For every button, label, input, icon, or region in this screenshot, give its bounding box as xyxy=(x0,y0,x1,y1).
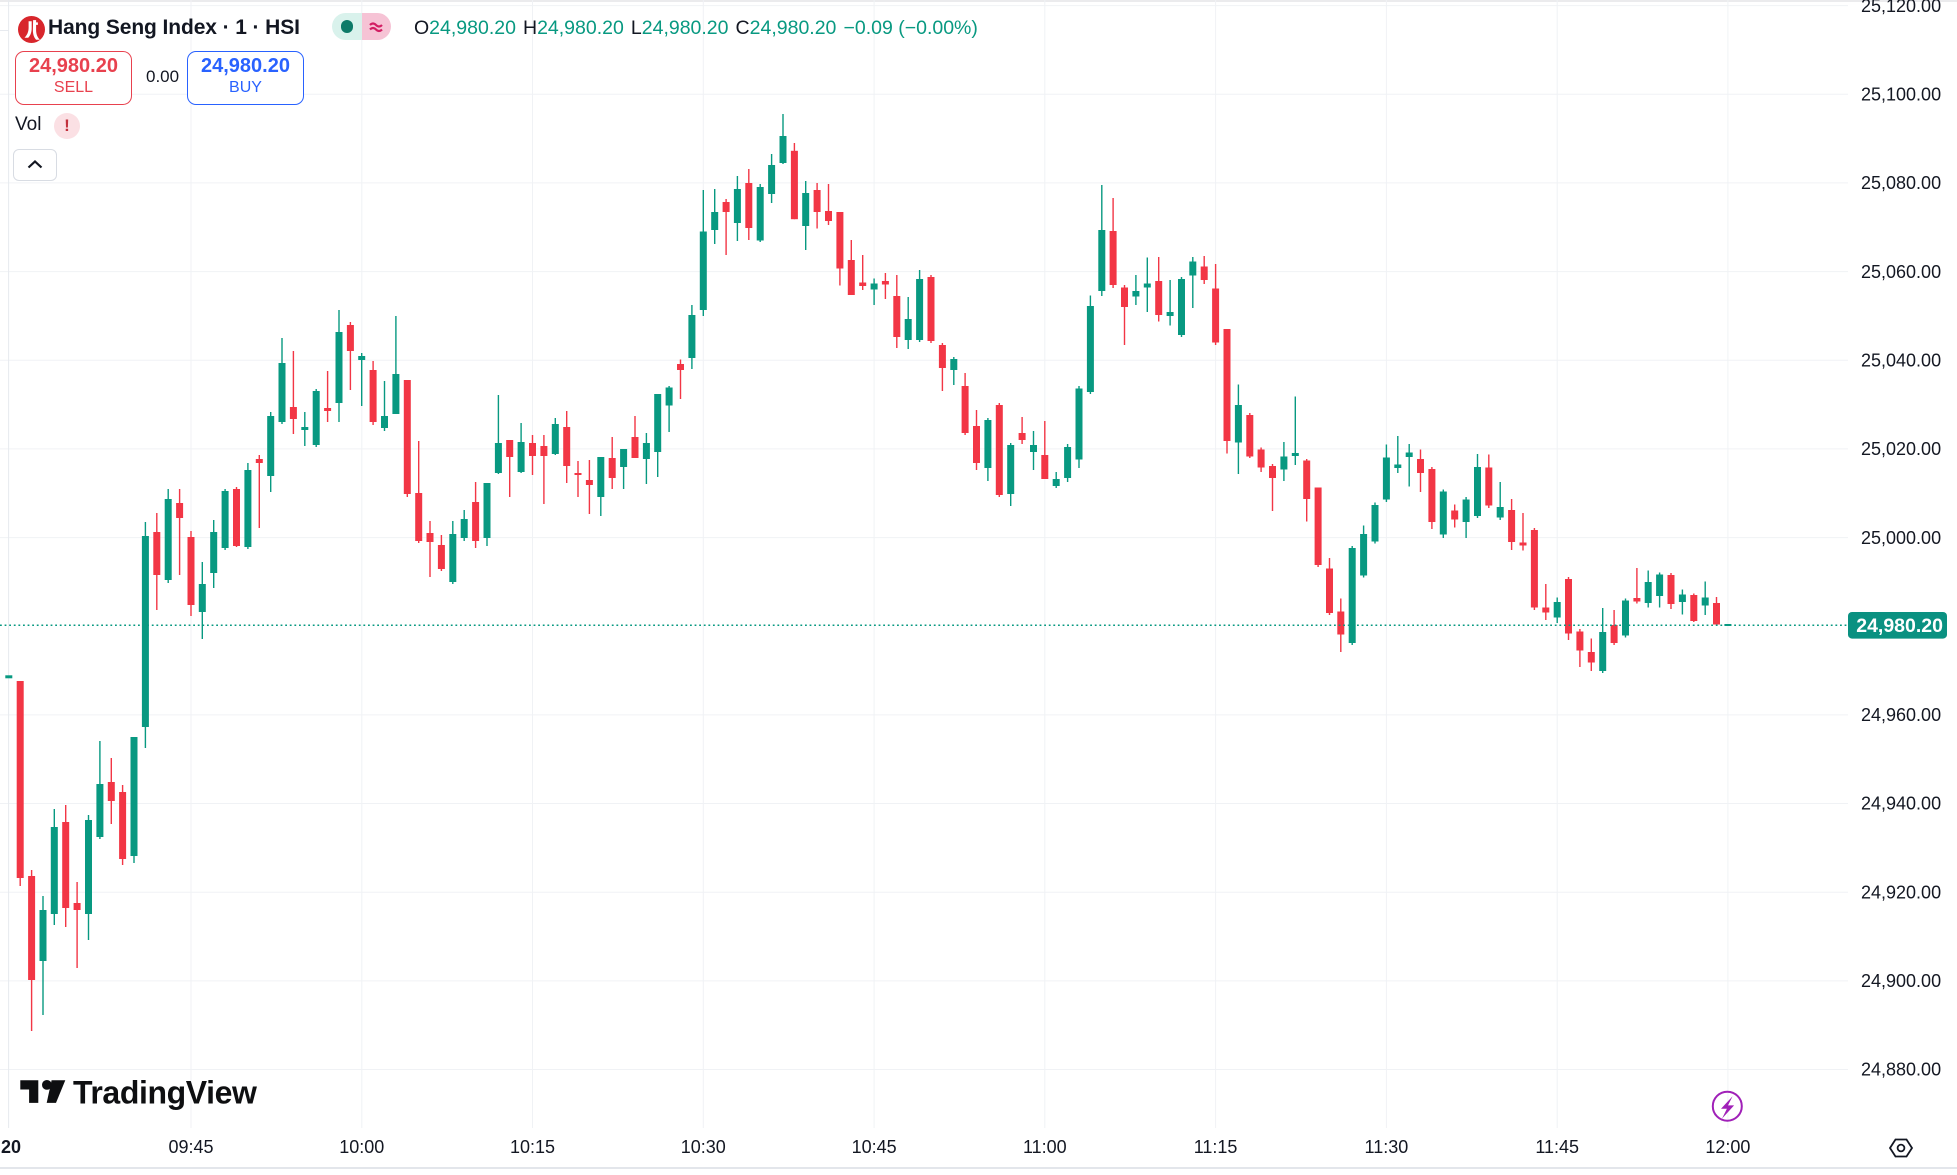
svg-text:25,080.00: 25,080.00 xyxy=(1861,173,1941,193)
svg-text:11:30: 11:30 xyxy=(1365,1137,1409,1157)
svg-text:25,100.00: 25,100.00 xyxy=(1861,85,1941,105)
svg-text:24,880.00: 24,880.00 xyxy=(1861,1060,1941,1080)
svg-text:10:45: 10:45 xyxy=(852,1137,897,1157)
svg-text:25,020.00: 25,020.00 xyxy=(1861,439,1941,459)
svg-text:25,000.00: 25,000.00 xyxy=(1861,528,1941,548)
svg-text:20: 20 xyxy=(1,1137,21,1157)
svg-text:24,980.20: 24,980.20 xyxy=(1856,615,1943,637)
svg-text:25,120.00: 25,120.00 xyxy=(1861,0,1941,16)
svg-text:24,920.00: 24,920.00 xyxy=(1861,882,1941,902)
svg-text:09:45: 09:45 xyxy=(168,1137,213,1157)
svg-text:25,060.00: 25,060.00 xyxy=(1861,262,1941,282)
svg-text:10:00: 10:00 xyxy=(339,1137,384,1157)
svg-text:10:15: 10:15 xyxy=(510,1137,555,1157)
svg-text:24,940.00: 24,940.00 xyxy=(1861,794,1941,814)
svg-text:TradingView: TradingView xyxy=(73,1075,257,1111)
svg-text:24,960.00: 24,960.00 xyxy=(1861,705,1941,725)
svg-text:24,900.00: 24,900.00 xyxy=(1861,971,1941,991)
svg-text:12:00: 12:00 xyxy=(1705,1137,1750,1157)
svg-text:11:45: 11:45 xyxy=(1535,1137,1579,1157)
svg-text:11:00: 11:00 xyxy=(1023,1137,1067,1157)
svg-text:11:15: 11:15 xyxy=(1194,1137,1238,1157)
svg-text:25,040.00: 25,040.00 xyxy=(1861,350,1941,370)
svg-text:10:30: 10:30 xyxy=(681,1137,726,1157)
